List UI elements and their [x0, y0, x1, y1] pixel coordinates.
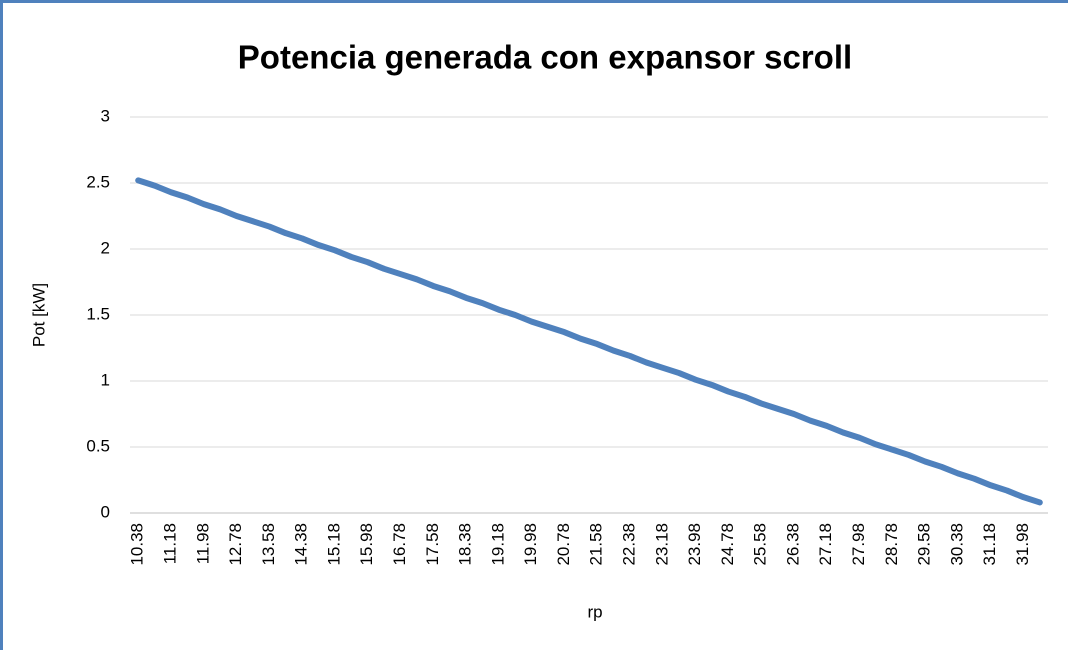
- x-tick-label: 27.98: [849, 523, 868, 566]
- y-tick-label: 2: [101, 238, 110, 257]
- x-tick-label: 28.78: [882, 523, 901, 566]
- x-tick-label: 11.98: [193, 523, 212, 564]
- x-tick-label: 26.38: [783, 523, 802, 566]
- chart-title: Potencia generada con expansor scroll: [238, 39, 852, 76]
- x-tick-label: 20.78: [554, 523, 573, 566]
- y-tick-label: 0.5: [86, 436, 110, 455]
- x-tick-label: 31.98: [1013, 523, 1032, 566]
- x-tick-label: 24.78: [718, 523, 737, 566]
- x-tick-label: 31.18: [980, 523, 999, 566]
- y-tick-label: 1.5: [86, 304, 110, 323]
- y-tick-label: 1: [101, 370, 110, 389]
- x-axis-title: rp: [587, 602, 602, 621]
- x-tick-label: 17.58: [423, 523, 442, 566]
- x-tick-label: 15.98: [357, 523, 376, 566]
- x-tick-label: 12.78: [226, 523, 245, 566]
- x-tick-label: 30.38: [947, 523, 966, 566]
- x-tick-label: 27.18: [816, 523, 835, 566]
- x-tick-label: 19.98: [521, 523, 540, 566]
- x-tick-label: 13.58: [259, 523, 278, 566]
- x-tick-label: 23.18: [652, 523, 671, 566]
- x-tick-label: 10.38: [128, 523, 147, 566]
- x-tick-label: 14.38: [292, 523, 311, 566]
- x-tick-label: 11.18: [160, 523, 179, 564]
- x-tick-label: 18.38: [456, 523, 475, 566]
- x-tick-label: 19.18: [488, 523, 507, 566]
- x-tick-label: 16.78: [390, 523, 409, 566]
- y-axis-title: Pot [kW]: [29, 283, 48, 347]
- x-tick-label: 22.38: [619, 523, 638, 566]
- x-tick-label: 23.98: [685, 523, 704, 566]
- y-tick-label: 3: [101, 106, 110, 125]
- x-tick-label: 29.58: [915, 523, 934, 566]
- y-tick-label: 0: [101, 502, 110, 521]
- y-tick-label: 2.5: [86, 172, 110, 191]
- x-tick-label: 21.58: [587, 523, 606, 566]
- data-line: [135, 177, 1043, 506]
- x-tick-label: 25.58: [751, 523, 770, 566]
- x-tick-label: 15.18: [324, 523, 343, 566]
